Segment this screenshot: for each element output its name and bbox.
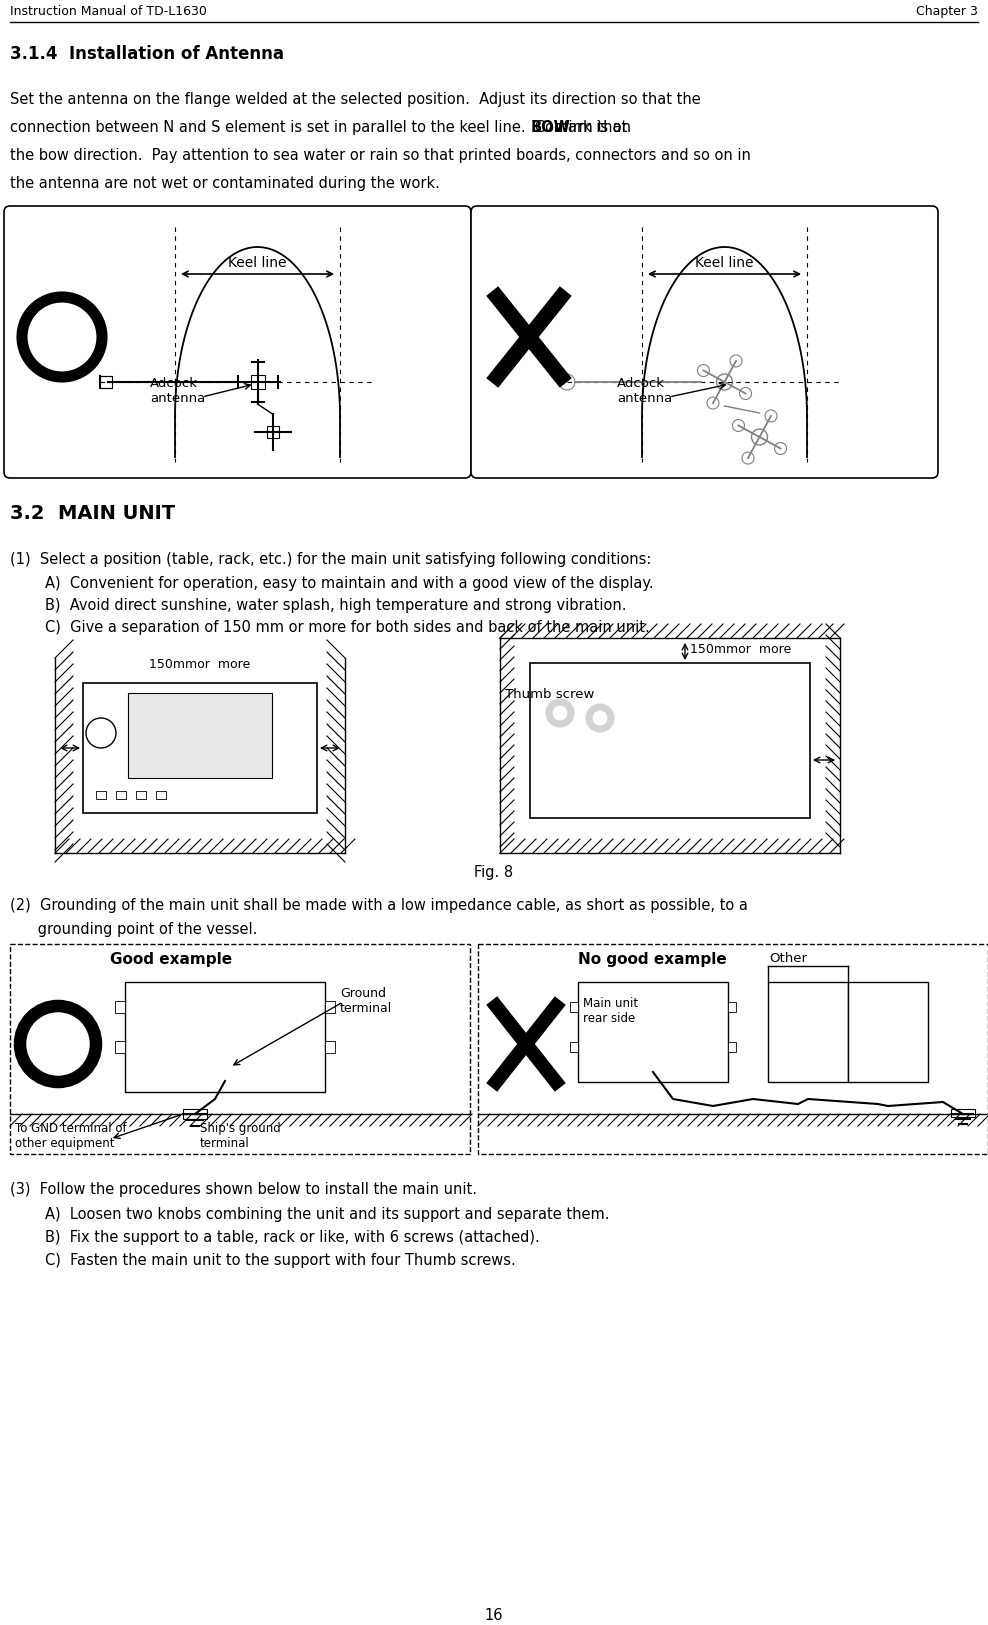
Text: mark is on: mark is on (549, 120, 631, 135)
Bar (116, 791, 126, 800)
Bar (267, 426, 279, 439)
Bar (951, 1108, 975, 1116)
Text: the antenna are not wet or contaminated during the work.: the antenna are not wet or contaminated … (10, 176, 440, 192)
Text: 150mmor  more: 150mmor more (149, 658, 251, 671)
Text: grounding point of the vessel.: grounding point of the vessel. (10, 921, 258, 938)
Text: 3.1.4  Installation of Antenna: 3.1.4 Installation of Antenna (10, 46, 284, 63)
Text: Chapter 3: Chapter 3 (916, 5, 978, 18)
Text: C)  Give a separation of 150 mm or more for both sides and back of the main unit: C) Give a separation of 150 mm or more f… (45, 621, 650, 635)
Circle shape (546, 699, 574, 726)
FancyBboxPatch shape (471, 206, 938, 478)
Bar (578, 982, 728, 1082)
Text: Other: Other (769, 952, 807, 965)
Bar (848, 982, 928, 1082)
Bar (115, 1042, 125, 1053)
Bar (136, 791, 146, 800)
Bar (530, 663, 810, 817)
Bar (325, 1042, 335, 1053)
Bar (156, 791, 166, 800)
Text: B)  Fix the support to a table, rack or like, with 6 screws (attached).: B) Fix the support to a table, rack or l… (45, 1230, 539, 1245)
Text: Adcock
antenna: Adcock antenna (150, 377, 206, 405)
Bar (325, 1001, 335, 1012)
Text: Adcock
antenna: Adcock antenna (617, 377, 672, 405)
Bar (183, 1108, 207, 1120)
Text: Good example: Good example (110, 952, 232, 967)
Circle shape (881, 1056, 895, 1071)
Circle shape (645, 1056, 661, 1072)
Text: connection between N and S element is set in parallel to the keel line.  Confirm: connection between N and S element is se… (10, 120, 632, 135)
Bar (96, 791, 106, 800)
Text: the bow direction.  Pay attention to sea water or rain so that printed boards, c: the bow direction. Pay attention to sea … (10, 148, 751, 162)
Bar (128, 692, 272, 778)
Text: B)  Avoid direct sunshine, water splash, high temperature and strong vibration.: B) Avoid direct sunshine, water splash, … (45, 598, 626, 613)
Text: Keel line: Keel line (228, 257, 287, 270)
Circle shape (801, 1056, 815, 1071)
Text: Instruction Manual of TD-L1630: Instruction Manual of TD-L1630 (10, 5, 206, 18)
Circle shape (593, 712, 607, 725)
Text: (3)  Follow the procedures shown below to install the main unit.: (3) Follow the procedures shown below to… (10, 1181, 477, 1198)
Bar (251, 375, 265, 388)
Circle shape (586, 704, 614, 731)
Circle shape (216, 1063, 234, 1081)
Text: Set the antenna on the flange welded at the selected position.  Adjust its direc: Set the antenna on the flange welded at … (10, 93, 700, 107)
Text: Keel line: Keel line (696, 257, 754, 270)
Text: Ground
terminal: Ground terminal (340, 986, 392, 1016)
Bar (768, 982, 848, 1082)
FancyBboxPatch shape (4, 206, 471, 478)
Text: (1)  Select a position (table, rack, etc.) for the main unit satisfying followin: (1) Select a position (table, rack, etc.… (10, 552, 651, 567)
Text: 3.2  MAIN UNIT: 3.2 MAIN UNIT (10, 504, 175, 523)
Bar (570, 1003, 578, 1012)
Text: No good example: No good example (578, 952, 727, 967)
Circle shape (553, 705, 567, 720)
Text: BOW: BOW (531, 120, 570, 135)
Text: Fig. 8: Fig. 8 (474, 864, 514, 881)
Bar (83, 682, 317, 812)
Text: Ship's ground
terminal: Ship's ground terminal (200, 1121, 281, 1150)
Text: Main unit
rear side: Main unit rear side (583, 998, 638, 1025)
Bar (728, 1042, 736, 1051)
Text: A)  Convenient for operation, easy to maintain and with a good view of the displ: A) Convenient for operation, easy to mai… (45, 575, 654, 592)
Text: 150mmor  more: 150mmor more (690, 644, 791, 656)
Bar (570, 1042, 578, 1051)
Text: A)  Loosen two knobs combining the unit and its support and separate them.: A) Loosen two knobs combining the unit a… (45, 1207, 610, 1222)
Text: To GND terminal of
other equipment: To GND terminal of other equipment (15, 1121, 126, 1150)
Text: Thumb screw: Thumb screw (505, 687, 595, 700)
Text: (2)  Grounding of the main unit shall be made with a low impedance cable, as sho: (2) Grounding of the main unit shall be … (10, 899, 748, 913)
Bar (125, 982, 325, 1092)
Text: C)  Fasten the main unit to the support with four Thumb screws.: C) Fasten the main unit to the support w… (45, 1253, 516, 1268)
Bar (10, 944, 470, 1154)
Bar (100, 375, 112, 388)
Bar (115, 1001, 125, 1012)
Bar (478, 944, 988, 1154)
Text: 16: 16 (485, 1609, 503, 1623)
Bar (728, 1003, 736, 1012)
